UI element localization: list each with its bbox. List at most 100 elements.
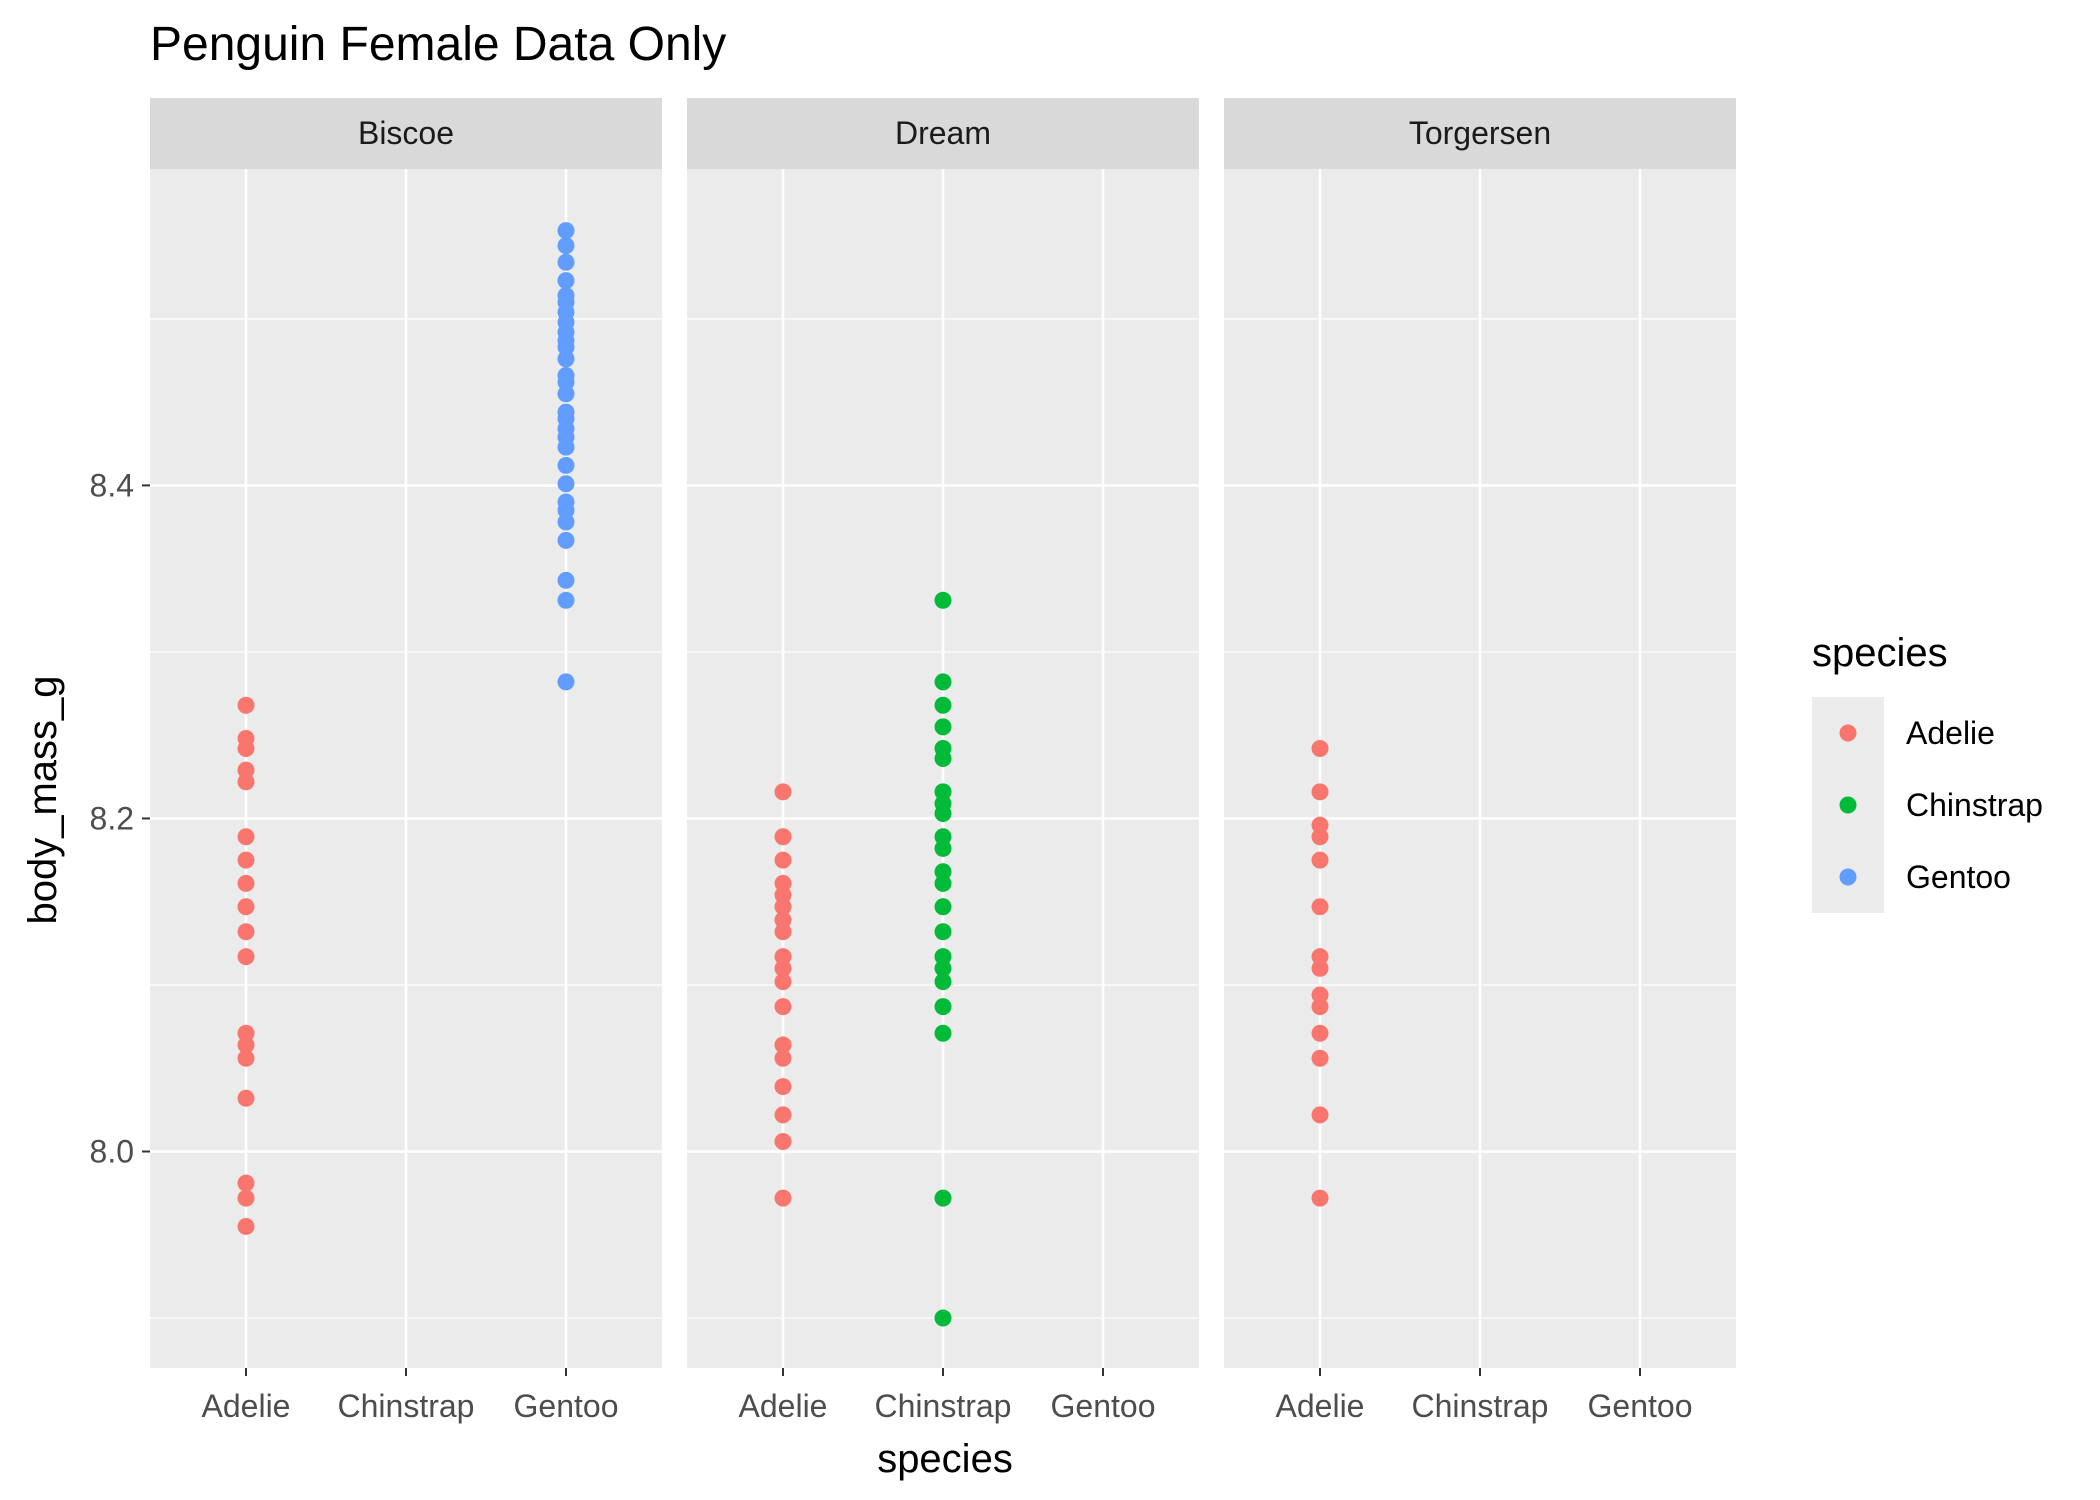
facet-panels: Biscoe Adelie Chinstrap Gentoo Dream Adelie Ch… <box>150 98 1736 1424</box>
data-point <box>1311 898 1329 916</box>
data-point <box>934 718 952 736</box>
facet-strip-label: Torgersen <box>1409 115 1551 151</box>
data-point <box>934 948 952 966</box>
data-point <box>557 571 575 589</box>
data-point <box>237 1189 255 1207</box>
x-tick-label: Adelie <box>739 1388 828 1424</box>
data-point <box>934 973 952 991</box>
data-point <box>1311 1106 1329 1124</box>
data-point <box>934 898 952 916</box>
data-point <box>237 1174 255 1192</box>
data-point <box>1311 948 1329 966</box>
data-point <box>557 385 575 403</box>
data-point <box>557 591 575 609</box>
x-tick-label: Adelie <box>1276 1388 1365 1424</box>
legend-label: Gentoo <box>1906 859 2011 895</box>
data-point <box>557 531 575 549</box>
legend-title: species <box>1812 631 1948 675</box>
legend: species Adelie Chinstrap Gentoo <box>1812 631 2043 913</box>
legend-label: Chinstrap <box>1906 787 2043 823</box>
facet-strip-background <box>687 98 1199 169</box>
data-point <box>774 1189 792 1207</box>
data-point <box>237 948 255 966</box>
data-point <box>774 886 792 904</box>
legend-label: Adelie <box>1906 715 1995 751</box>
data-point <box>237 874 255 892</box>
data-point <box>237 851 255 869</box>
data-point <box>557 272 575 290</box>
series-adelie <box>237 696 255 1235</box>
x-tick-label: Gentoo <box>1588 1388 1693 1424</box>
data-point <box>237 1089 255 1107</box>
data-point <box>557 456 575 474</box>
data-point <box>934 783 952 801</box>
data-point <box>237 1036 255 1054</box>
data-point <box>774 911 792 929</box>
y-axis: 8.0 8.2 8.4 <box>90 467 150 1170</box>
y-tick-label: 8.0 <box>90 1134 134 1170</box>
legend-items: Adelie Chinstrap Gentoo <box>1839 715 2043 895</box>
data-point <box>237 761 255 779</box>
data-point <box>557 673 575 691</box>
data-point <box>237 1217 255 1235</box>
data-point <box>557 350 575 368</box>
series-gentoo <box>557 222 575 691</box>
y-tick-label: 8.4 <box>90 467 134 503</box>
facet-strip-label: Biscoe <box>358 115 454 151</box>
data-point <box>934 1309 952 1327</box>
data-point <box>934 696 952 714</box>
data-point <box>774 1106 792 1124</box>
data-point <box>934 828 952 846</box>
data-point <box>237 828 255 846</box>
legend-item-adelie: Adelie <box>1839 715 1995 751</box>
chart-title: Penguin Female Data Only <box>150 18 726 71</box>
data-point <box>557 501 575 519</box>
legend-key-point <box>1839 724 1857 742</box>
y-tick-label: 8.2 <box>90 800 134 836</box>
x-axis-title: species <box>877 1437 1013 1481</box>
data-point <box>774 948 792 966</box>
data-point <box>1311 851 1329 869</box>
data-point <box>774 959 792 977</box>
legend-key-point <box>1839 796 1857 814</box>
data-point <box>237 1049 255 1067</box>
facet-torgersen: Torgersen Adelie Chinstrap Gentoo <box>1224 98 1736 1424</box>
x-tick-label: Adelie <box>202 1388 291 1424</box>
data-point <box>934 863 952 881</box>
legend-item-gentoo: Gentoo <box>1839 859 2011 895</box>
data-point <box>934 959 952 977</box>
data-point <box>1311 1024 1329 1042</box>
series-adelie <box>1311 740 1329 1207</box>
series-chinstrap <box>934 591 952 1327</box>
data-point <box>774 874 792 892</box>
data-point <box>557 338 575 356</box>
data-point <box>557 475 575 493</box>
facet-strip-background <box>1224 98 1736 169</box>
facet-dream: Dream Adelie Chinstrap Gentoo <box>687 98 1199 1424</box>
data-point <box>557 253 575 271</box>
data-point <box>1311 740 1329 758</box>
data-point <box>237 1024 255 1042</box>
x-tick-label: Chinstrap <box>338 1388 475 1424</box>
data-point <box>774 973 792 991</box>
data-point <box>557 237 575 255</box>
data-point <box>1311 986 1329 1004</box>
data-point <box>934 1024 952 1042</box>
data-point <box>1311 816 1329 834</box>
x-tick-label: Chinstrap <box>875 1388 1012 1424</box>
data-point <box>237 773 255 791</box>
data-point <box>557 373 575 391</box>
x-tick-label: Gentoo <box>1051 1388 1156 1424</box>
data-point <box>237 740 255 758</box>
data-point <box>557 438 575 456</box>
x-tick-label: Chinstrap <box>1412 1388 1549 1424</box>
data-point <box>934 1189 952 1207</box>
data-point <box>774 1133 792 1151</box>
data-point <box>934 750 952 768</box>
data-point <box>774 1036 792 1054</box>
legend-item-chinstrap: Chinstrap <box>1839 787 2043 823</box>
data-point <box>774 998 792 1016</box>
data-point <box>774 828 792 846</box>
data-point <box>934 839 952 857</box>
data-point <box>934 591 952 609</box>
